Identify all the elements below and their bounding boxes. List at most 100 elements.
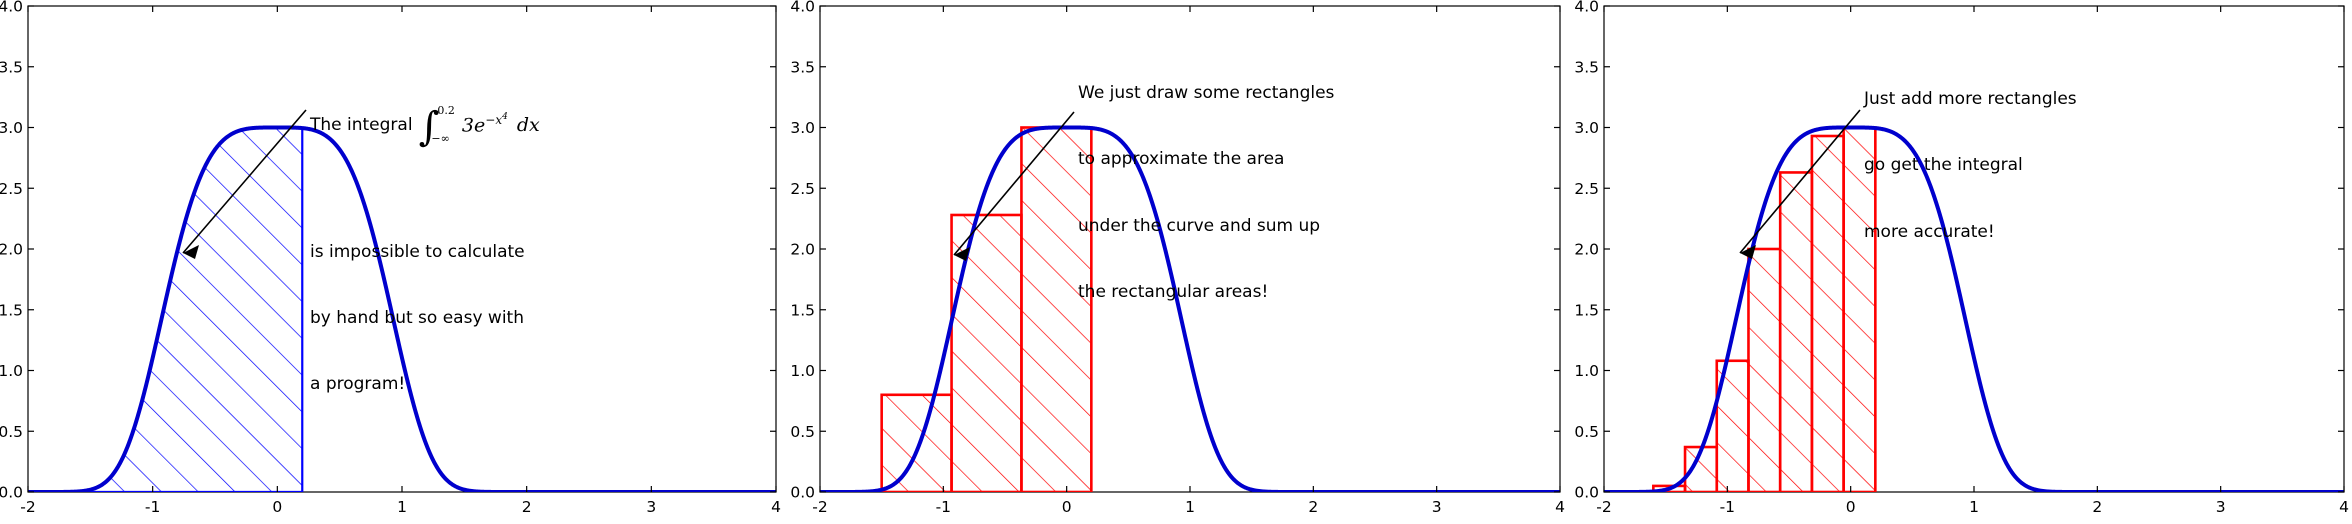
y-tick-label: 1.5 bbox=[0, 301, 23, 319]
annotation-line: the rectangular areas! bbox=[1078, 282, 1269, 303]
x-tick-label: -2 bbox=[20, 498, 35, 516]
panel-fine-rectangles: 0.0 0.5 1.0 1.5 2.0 2.5 3.0 3.5 4.0 -2 -1 0 1 2 3 4 Ju… bbox=[1568, 0, 2352, 524]
y-tick-label: 0.0 bbox=[0, 484, 23, 502]
y-tick-label: 3.5 bbox=[790, 58, 815, 76]
riemann-rectangle bbox=[1842, 126, 1877, 492]
y-tick-label: 1.0 bbox=[790, 362, 815, 380]
riemann-rectangle bbox=[880, 393, 953, 492]
riemann-rectangle bbox=[1020, 126, 1093, 492]
annotation-text-1: The integral ∫ 0.2 −∞ 3e−x4 dx is imposs… bbox=[310, 60, 540, 484]
annotation-line: more accurate! bbox=[1864, 221, 1995, 242]
x-tick-label: 4 bbox=[771, 498, 781, 516]
x-tick-label: -1 bbox=[145, 498, 160, 516]
x-axis-ticks-3: -2 -1 0 1 2 3 4 bbox=[1596, 6, 2349, 516]
annotation-arrow-2 bbox=[953, 111, 1075, 261]
panel-exact-integral: 0.0 0.5 1.0 1.5 2.0 2.5 3.0 3.5 4.0 -2 -1 0 1 2 3 4 Th… bbox=[0, 0, 784, 524]
annotation-arrow-3 bbox=[1739, 109, 1861, 259]
annotation-prefix: The integral bbox=[310, 115, 413, 136]
y-tick-label: 4.0 bbox=[1574, 0, 1599, 16]
x-tick-label: 4 bbox=[1555, 498, 1565, 516]
exponent-power: 4 bbox=[502, 112, 508, 123]
y-tick-label: 1.0 bbox=[1574, 362, 1599, 380]
riemann-rectangles-coarse bbox=[880, 126, 1093, 492]
panel-1-plot: 0.0 0.5 1.0 1.5 2.0 2.5 3.0 3.5 4.0 -2 -1 0 1 2 3 4 bbox=[0, 0, 784, 524]
y-tick-label: 4.0 bbox=[0, 0, 23, 16]
annotation-text-3: Just add more rectangles go get the inte… bbox=[1864, 44, 2077, 287]
y-tick-label: 0.0 bbox=[790, 484, 815, 502]
riemann-rectangle bbox=[1778, 171, 1814, 492]
exponent-base: −x bbox=[485, 113, 503, 128]
annotation-math-line: The integral ∫ 0.2 −∞ 3e−x4 dx bbox=[310, 104, 540, 151]
panel-coarse-rectangles: 0.0 0.5 1.0 1.5 2.0 2.5 3.0 3.5 4.0 -2 -1 0 1 2 3 4 We… bbox=[784, 0, 1568, 524]
integral-upper-limit: 0.2 bbox=[437, 104, 455, 118]
integrand: 3e−x4 bbox=[462, 112, 508, 138]
integrand-exponent: −x4 bbox=[485, 112, 508, 128]
integral-expression: ∫ 0.2 −∞ 3e−x4 dx bbox=[418, 104, 540, 151]
panel-3-plot: 0.0 0.5 1.0 1.5 2.0 2.5 3.0 3.5 4.0 -2 -1 0 1 2 3 4 bbox=[1568, 0, 2352, 524]
y-axis-ticks-3: 0.0 0.5 1.0 1.5 2.0 2.5 3.0 3.5 4.0 bbox=[1574, 0, 2344, 502]
x-tick-label: 0 bbox=[1062, 498, 1072, 516]
y-tick-label: 3.5 bbox=[1574, 58, 1599, 76]
x-tick-label: 2 bbox=[522, 498, 532, 516]
integral-limits: 0.2 −∞ bbox=[431, 104, 455, 146]
x-tick-label: 2 bbox=[1308, 498, 1318, 516]
riemann-rectangles-fine bbox=[1652, 126, 1877, 492]
integrand-base: 3e bbox=[461, 114, 486, 137]
annotation-line: Just add more rectangles bbox=[1864, 89, 2077, 110]
plot-area-1 bbox=[28, 125, 776, 492]
y-tick-label: 3.0 bbox=[1574, 119, 1599, 137]
curve-3exp-negx4 bbox=[28, 125, 776, 492]
annotation-line: under the curve and sum up bbox=[1078, 215, 1321, 236]
y-tick-label: 0.5 bbox=[790, 423, 815, 441]
x-axis-ticks-2: -2 -1 0 1 2 3 4 bbox=[812, 6, 1565, 516]
x-tick-label: 3 bbox=[1432, 498, 1442, 516]
integral-sign: ∫ bbox=[418, 104, 440, 151]
y-tick-label: 0.5 bbox=[1574, 423, 1599, 441]
y-tick-label: 1.5 bbox=[1574, 301, 1599, 319]
integral-lower-limit: −∞ bbox=[431, 131, 450, 145]
y-tick-label: 3.0 bbox=[0, 119, 23, 137]
x-tick-label: 1 bbox=[1185, 498, 1195, 516]
x-tick-label: -2 bbox=[812, 498, 827, 516]
x-tick-label: 3 bbox=[646, 498, 656, 516]
x-tick-label: 2 bbox=[2092, 498, 2102, 516]
y-tick-label: 2.5 bbox=[790, 180, 815, 198]
x-tick-label: 1 bbox=[1969, 498, 1979, 516]
y-tick-label: 3.5 bbox=[0, 58, 23, 76]
x-tick-label: 0 bbox=[272, 498, 282, 516]
annotation-line: a program! bbox=[310, 374, 406, 395]
y-tick-label: 1.5 bbox=[790, 301, 815, 319]
annotation-arrow-1 bbox=[182, 109, 307, 259]
x-tick-label: 3 bbox=[2216, 498, 2226, 516]
annotation-line: is impossible to calculate bbox=[310, 241, 525, 262]
y-tick-label: 2.0 bbox=[790, 241, 815, 259]
x-tick-label: 0 bbox=[1846, 498, 1856, 516]
x-tick-label: 4 bbox=[2339, 498, 2349, 516]
annotation-line: go get the integral bbox=[1864, 155, 2023, 176]
panel-2-plot: 0.0 0.5 1.0 1.5 2.0 2.5 3.0 3.5 4.0 -2 -1 0 1 2 3 4 bbox=[784, 0, 1568, 524]
y-tick-label: 1.0 bbox=[0, 362, 23, 380]
annotation-text-2: We just draw some rectangles to approxim… bbox=[1078, 38, 1334, 347]
y-tick-label: 0.5 bbox=[0, 423, 23, 441]
curve-3exp-negx4 bbox=[1604, 125, 2344, 492]
y-axis-ticks-1: 0.0 0.5 1.0 1.5 2.0 2.5 3.0 3.5 4.0 bbox=[0, 0, 776, 502]
riemann-rectangle bbox=[950, 213, 1023, 492]
plot-area-2 bbox=[820, 125, 1560, 492]
y-axis-ticks-2: 0.0 0.5 1.0 1.5 2.0 2.5 3.0 3.5 4.0 bbox=[790, 0, 1560, 502]
annotation-line: We just draw some rectangles bbox=[1078, 83, 1335, 104]
differential: dx bbox=[516, 113, 540, 136]
y-tick-label: 4.0 bbox=[790, 0, 815, 16]
y-tick-label: 0.0 bbox=[1574, 484, 1599, 502]
x-tick-label: -1 bbox=[936, 498, 951, 516]
annotation-line: to approximate the area bbox=[1078, 149, 1285, 170]
y-tick-label: 2.0 bbox=[0, 241, 23, 259]
y-tick-label: 3.0 bbox=[790, 119, 815, 137]
plot-area-3 bbox=[1604, 125, 2344, 492]
y-tick-label: 2.5 bbox=[0, 180, 23, 198]
x-tick-label: 1 bbox=[397, 498, 407, 516]
y-tick-label: 2.0 bbox=[1574, 241, 1599, 259]
y-tick-label: 2.5 bbox=[1574, 180, 1599, 198]
curve-3exp-negx4 bbox=[820, 125, 1560, 492]
x-tick-label: -2 bbox=[1596, 498, 1611, 516]
